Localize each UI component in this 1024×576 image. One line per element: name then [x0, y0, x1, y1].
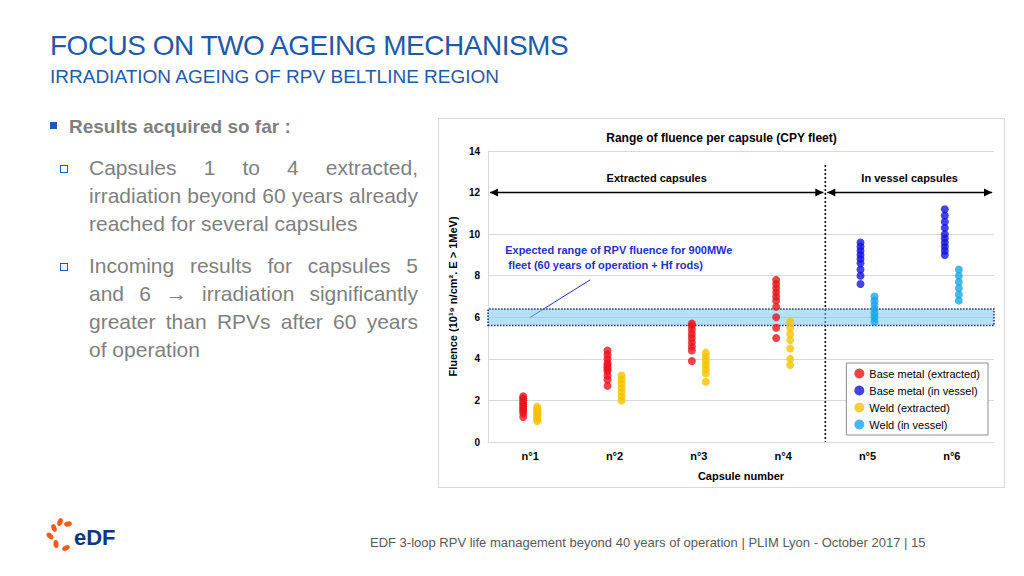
svg-text:Extracted capsules: Extracted capsules [607, 172, 707, 184]
html-text:Results acquired so far :: Results acquired so far : [69, 116, 291, 137]
svg-text:n°2: n°2 [606, 450, 623, 462]
html-text:IRRADIATION AGEING OF RPV BELT: IRRADIATION AGEING OF RPV BELTLINE REGIO… [50, 66, 499, 87]
svg-text:n°4: n°4 [775, 450, 793, 462]
svg-text:Weld (extracted): Weld (extracted) [869, 402, 950, 414]
svg-text:8: 8 [474, 270, 480, 281]
svg-text:0: 0 [474, 437, 480, 448]
svg-text:6: 6 [474, 312, 480, 323]
svg-text:Capsule number: Capsule number [698, 470, 785, 482]
html-text:Capsules 1 to 4 extracted, irr: Capsules 1 to 4 extracted, irradiation b… [89, 156, 418, 235]
html-text:EDF 3-loop RPV life management: EDF 3-loop RPV life management beyond 40… [370, 535, 926, 550]
svg-text:12: 12 [469, 187, 481, 198]
html-text:Incoming results for capsules: Incoming results for capsules 5 and 6 → … [89, 254, 418, 361]
svg-text:Range of fluence per capsule (: Range of fluence per capsule (CPY fleet) [606, 131, 837, 145]
svg-text:eDF: eDF [74, 525, 116, 550]
svg-text:2: 2 [474, 395, 480, 406]
svg-text:Fluence (10¹⁹ n/cm². E > 1MeV): Fluence (10¹⁹ n/cm². E > 1MeV) [447, 216, 459, 377]
svg-text:Weld (in vessel): Weld (in vessel) [869, 419, 947, 431]
html-text:FOCUS ON TWO AGEING MECHANISMS: FOCUS ON TWO AGEING MECHANISMS [50, 30, 569, 61]
svg-text:10: 10 [469, 229, 481, 240]
svg-text:Base metal (in vessel): Base metal (in vessel) [869, 385, 977, 397]
svg-text:14: 14 [469, 146, 481, 157]
svg-text:n°1: n°1 [522, 450, 539, 462]
svg-text:n°3: n°3 [690, 450, 707, 462]
svg-text:fleet (60 years of operation +: fleet (60 years of operation + Hf rods) [505, 259, 703, 271]
svg-text:n°5: n°5 [859, 450, 876, 462]
svg-text:In vessel capsules: In vessel capsules [861, 172, 958, 184]
svg-text:4: 4 [474, 353, 480, 364]
svg-text:Base metal (extracted): Base metal (extracted) [869, 368, 980, 380]
svg-text:Expected range of RPV fluence: Expected range of RPV fluence for 900MWe [505, 244, 732, 256]
svg-text:n°6: n°6 [943, 450, 960, 462]
